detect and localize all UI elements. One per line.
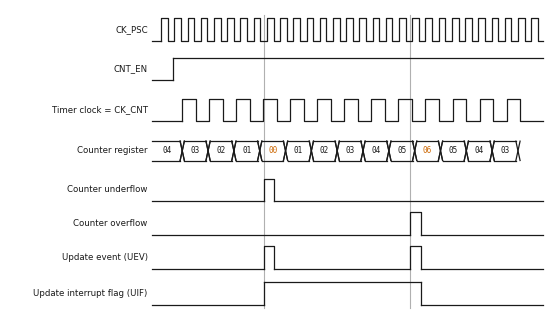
Text: 03: 03	[346, 146, 354, 155]
Text: Timer clock = CK_CNT: Timer clock = CK_CNT	[51, 105, 148, 114]
Text: 04: 04	[474, 146, 484, 155]
Text: 02: 02	[320, 146, 329, 155]
Text: Counter register: Counter register	[77, 146, 148, 155]
Text: 02: 02	[216, 146, 226, 155]
Text: Counter overflow: Counter overflow	[74, 219, 148, 228]
Text: CK_PSC: CK_PSC	[115, 25, 148, 34]
Text: Update event (UEV): Update event (UEV)	[62, 253, 148, 262]
Text: 05: 05	[449, 146, 458, 155]
Text: 05: 05	[397, 146, 406, 155]
Text: 06: 06	[423, 146, 432, 155]
Text: 04: 04	[163, 146, 172, 155]
Text: 01: 01	[242, 146, 252, 155]
Text: Update interrupt flag (UIF): Update interrupt flag (UIF)	[33, 289, 148, 298]
Text: 01: 01	[294, 146, 303, 155]
Text: CNT_EN: CNT_EN	[113, 65, 148, 74]
Text: Counter underflow: Counter underflow	[67, 185, 148, 194]
Text: 00: 00	[268, 146, 277, 155]
Text: 03: 03	[191, 146, 200, 155]
Text: 04: 04	[371, 146, 380, 155]
Text: 03: 03	[500, 146, 510, 155]
